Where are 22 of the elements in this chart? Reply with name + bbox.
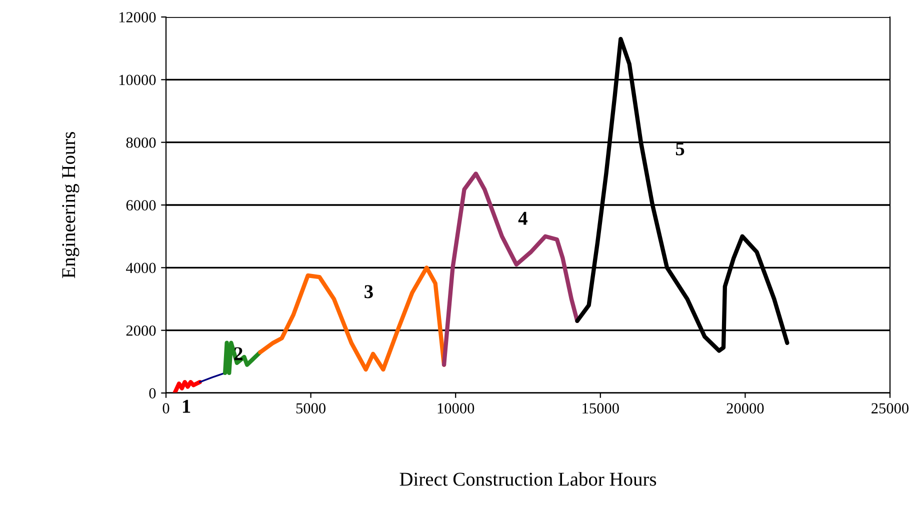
y-tick-label: 4000 <box>126 262 156 274</box>
text: 1 <box>182 400 190 413</box>
line-series <box>442 172 580 367</box>
y-tick-label: 12000 <box>119 12 156 22</box>
y-tick-label: 10000 <box>119 74 156 86</box>
line-series <box>172 380 202 393</box>
x-axis-title: Direct Construction Labor Hours <box>400 472 656 486</box>
y-axis-title: Engineering Hours <box>62 132 80 278</box>
annotation: 3 <box>364 285 373 298</box>
y-tick-label: 8000 <box>126 137 156 148</box>
line-series <box>222 340 262 376</box>
line-series <box>258 266 446 372</box>
x-tick-label: 5000 <box>296 403 326 414</box>
y-tick-label: 6000 <box>126 200 156 210</box>
x-tick-label: 25000 <box>872 403 909 414</box>
y-tick-label: 2000 <box>126 325 156 336</box>
x-tick-label: 15000 <box>582 403 619 414</box>
x-tick-label: 10000 <box>438 403 474 414</box>
x-tick-label: 0 <box>162 403 170 414</box>
annotation: 4 <box>518 212 528 225</box>
x-tick-label: 20000 <box>726 403 764 414</box>
y-tick-label: 0 <box>149 388 156 398</box>
